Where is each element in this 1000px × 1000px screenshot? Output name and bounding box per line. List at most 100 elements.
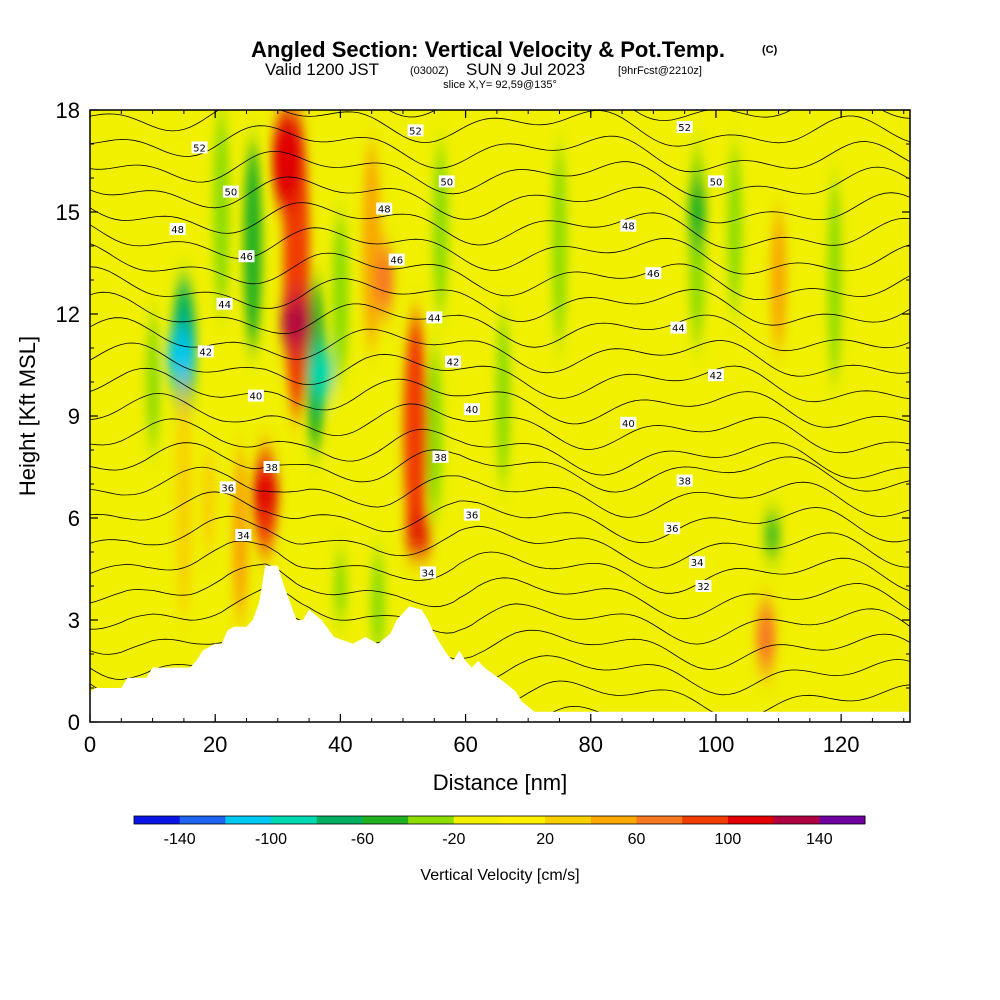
- isentrope-44: [90, 342, 910, 403]
- updraft-8: [362, 144, 381, 348]
- isentrope-36: [90, 540, 910, 594]
- contour-labels: 52 52 52 50 50 50 48 48 48 46 46 46 44 44 44 42 42 42 40 40…: [169, 121, 724, 593]
- isentrope-label-box-6: [169, 223, 186, 235]
- isentrope-label: 42: [710, 371, 723, 382]
- y-tick-label: 6: [68, 506, 80, 531]
- colorbar-swatch: [453, 816, 500, 824]
- isentrope-label-box-4: [438, 175, 455, 188]
- downdraft-3: [213, 110, 230, 314]
- isentrope-54: [90, 110, 910, 147]
- isentrope-label: 44: [218, 300, 231, 311]
- isentrope-label: 32: [697, 582, 710, 593]
- colorbar-swatch: [773, 816, 820, 824]
- weak-downdraft-band-10: [878, 110, 891, 688]
- downdraft-16: [763, 518, 782, 552]
- isentrope-label: 36: [666, 524, 679, 535]
- isentrope-label-box-15: [197, 345, 214, 358]
- isentrope-label-box-25: [463, 508, 480, 521]
- isentrope-label-box-1: [407, 124, 424, 137]
- isentrope-51: [90, 176, 910, 224]
- isentrope-52: [90, 151, 910, 198]
- isentrope-label: 42: [447, 358, 460, 369]
- isentrope-label: 34: [237, 531, 250, 542]
- isentrope-34: [90, 586, 910, 645]
- isentrope-label: 38: [434, 453, 447, 464]
- isentrope-label-box-16: [445, 355, 462, 368]
- vertical-velocity-field: [134, 110, 891, 688]
- isentrope-43: [90, 367, 910, 428]
- isentrope-55: [387, 110, 910, 122]
- x-axis-label: Distance [nm]: [433, 770, 568, 795]
- isentrope-label: 34: [422, 568, 435, 579]
- y-tick-label: 9: [68, 404, 80, 429]
- colorbar-frame: [133, 815, 866, 825]
- isentrope-label: 36: [465, 511, 478, 522]
- isentrope-48: [90, 243, 910, 301]
- chart-title: Angled Section: Vertical Velocity & Pot.…: [251, 37, 725, 62]
- isentrope-label-box-28: [420, 566, 437, 579]
- chart-slice-info: slice X,Y= 92,59@135°: [443, 79, 557, 91]
- isentrope-label-box-30: [695, 580, 712, 592]
- colorbar-swatch: [362, 816, 409, 824]
- downdraft-7: [332, 212, 349, 382]
- downdraft-14: [727, 144, 742, 314]
- isentrope-label: 42: [199, 347, 212, 358]
- isentrope-label: 34: [691, 558, 704, 569]
- downdraft-10: [496, 314, 511, 484]
- isentrope-41: [90, 418, 910, 479]
- downdraft-18: [333, 552, 347, 620]
- isentrope-53: [90, 125, 910, 173]
- isentrope-label-box-5: [707, 175, 724, 188]
- x-tick-label: 20: [203, 732, 227, 757]
- downdraft-17: [370, 552, 385, 654]
- isentrope-label: 52: [678, 123, 691, 134]
- isentrope-label: 46: [240, 252, 253, 263]
- colorbar-swatch: [271, 816, 318, 824]
- isentrope-label: 44: [672, 324, 685, 335]
- isentrope-label: 40: [465, 405, 478, 416]
- isentrope-label-box-24: [219, 481, 236, 494]
- colorbar-swatch: [134, 816, 181, 824]
- isentrope-39: [90, 466, 910, 518]
- isentrope-label-box-18: [247, 389, 264, 402]
- isentrope-label-box-23: [676, 474, 693, 487]
- isentrope-label-box-17: [707, 369, 724, 382]
- isentrope-label-box-2: [676, 121, 693, 133]
- updraft-11: [404, 518, 433, 552]
- isentrope-label: 48: [622, 222, 635, 233]
- isentrope-label-box-13: [426, 311, 443, 324]
- isentrope-label: 48: [171, 225, 184, 236]
- colorbar-swatch: [636, 816, 683, 824]
- isentrope-label: 46: [390, 256, 403, 267]
- chart-valid-zulu: (0300Z): [410, 65, 449, 77]
- isentrope-45: [90, 317, 910, 377]
- isentrope-label: 40: [250, 392, 263, 403]
- colorbar-tick-label: -140: [164, 831, 196, 848]
- weak-downdraft-band-5: [628, 110, 641, 688]
- weak-downdraft-band-3: [472, 110, 485, 654]
- isentrope-label-box-21: [263, 461, 280, 473]
- isentrope-47: [90, 266, 910, 326]
- isentrope-label: 36: [221, 483, 234, 494]
- colorbar-swatch: [727, 816, 775, 824]
- isentrope-label: 50: [440, 177, 453, 188]
- updraft-12: [756, 603, 777, 671]
- colorbar-tick-label: -20: [442, 831, 465, 848]
- isentrope-50: [90, 202, 910, 249]
- isentrope-label-box-22: [432, 450, 449, 463]
- isentrope-49: [90, 224, 910, 275]
- colorbar-tick-label: 60: [628, 831, 646, 848]
- isentrope-label-box-19: [463, 403, 480, 416]
- colorbar-tick-label: 140: [806, 831, 833, 848]
- updraft-1: [201, 450, 216, 552]
- colorbar-swatch: [179, 816, 226, 824]
- isentrope-40: [90, 442, 910, 493]
- colorbar-tick-label: -100: [255, 831, 287, 848]
- weak-downdraft-band-8: [797, 110, 810, 688]
- updraft-0: [176, 382, 192, 620]
- y-tick-label: 3: [68, 608, 80, 633]
- isentrope-label-box-0: [191, 141, 208, 154]
- isentrope-label: 52: [193, 143, 206, 154]
